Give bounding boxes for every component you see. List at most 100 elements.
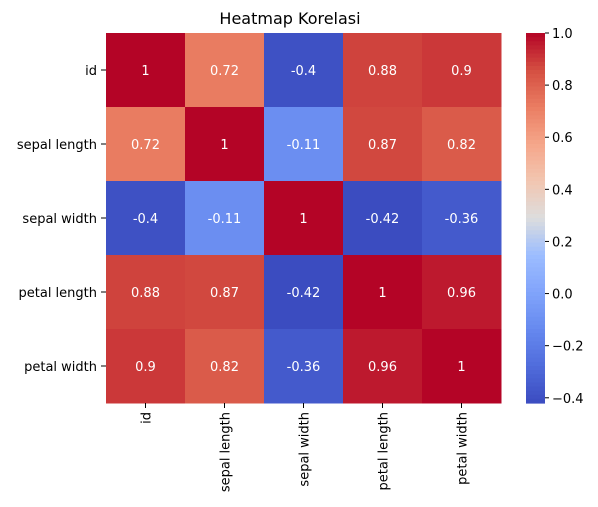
cell-annotation: 0.82: [210, 360, 239, 375]
heatmap-cell: [106, 181, 186, 256]
cell-annotation: 0.87: [368, 138, 397, 153]
colorbar-segment: [526, 345, 545, 351]
colorbar-segment: [526, 102, 545, 108]
colorbar-segment: [526, 61, 545, 67]
y-tick-label: petal length: [19, 286, 98, 301]
colorbar-segment: [526, 275, 545, 281]
colorbar-segment: [526, 189, 545, 194]
colorbar-segment: [526, 164, 545, 170]
colorbar-tick-label: −0.2: [552, 340, 584, 355]
heatmap-cell: [422, 255, 502, 330]
colorbar-segment: [526, 333, 545, 338]
heatmap-cell: [264, 33, 344, 108]
x-tick-label: petal width: [456, 412, 471, 485]
x-tick-label: sepal length: [219, 412, 234, 492]
colorbar-segment: [526, 139, 545, 145]
colorbar-segment: [526, 82, 545, 88]
colorbar-segment: [526, 74, 545, 79]
colorbar-segment: [526, 361, 545, 367]
colorbar-segment: [526, 357, 545, 363]
colorbar-tick-label: 0.6: [552, 131, 573, 146]
cell-annotation: 0.82: [447, 138, 476, 153]
cell-annotation: 0.9: [451, 64, 472, 79]
colorbar-segment: [526, 185, 545, 190]
colorbar-segment: [526, 349, 545, 355]
heatmap-cell: [106, 107, 186, 182]
colorbar-segment: [526, 394, 545, 400]
heatmap-cell: [185, 181, 265, 256]
cell-annotation: 0.9: [135, 360, 156, 375]
colorbar-segment: [526, 65, 545, 71]
colorbar: 1.0 0.8 0.6 0.4 0.2 0.0 −0.2 −0.4: [526, 27, 584, 407]
colorbar-tick-label: −0.4: [552, 392, 584, 407]
cell-annotation: -0.4: [133, 212, 158, 227]
colorbar-segment: [526, 115, 545, 120]
colorbar-segment: [526, 390, 545, 396]
heatmap-cell: [185, 255, 265, 330]
colorbar-segment: [526, 287, 545, 293]
colorbar-segment: [526, 90, 545, 96]
x-tick-label: id: [140, 412, 155, 424]
colorbar-segment: [526, 127, 545, 133]
cell-annotation: 1: [141, 64, 149, 79]
y-tick-label: sepal width: [22, 212, 97, 227]
colorbar-segment: [526, 86, 545, 92]
heatmap-cell: [264, 181, 344, 256]
heatmap-cell: [343, 33, 423, 108]
colorbar-segment: [526, 308, 545, 314]
colorbar-segment: [526, 292, 545, 297]
colorbar-segment: [526, 255, 545, 260]
colorbar-segment: [526, 267, 545, 273]
heatmap-cell: [343, 329, 423, 404]
heatmap-cell: [343, 107, 423, 182]
colorbar-segment: [526, 238, 545, 244]
colorbar-segment: [526, 33, 545, 38]
colorbar-segment: [526, 374, 545, 379]
colorbar-segment: [526, 49, 545, 55]
colorbar-segment: [526, 296, 545, 301]
heatmap-cell: [106, 255, 186, 330]
colorbar-segment: [526, 119, 545, 125]
heatmap-cell: [343, 181, 423, 256]
colorbar-segment: [526, 160, 545, 166]
colorbar-segment: [526, 78, 545, 83]
cell-annotation: 1: [299, 212, 307, 227]
cell-annotation: 0.88: [131, 286, 160, 301]
cell-annotation: -0.11: [208, 212, 242, 227]
colorbar-segment: [526, 230, 545, 236]
cell-annotation: 0.96: [447, 286, 476, 301]
heatmap-cell: [106, 329, 186, 404]
colorbar-segment: [526, 316, 545, 322]
y-tick-label: petal width: [24, 360, 97, 375]
x-tick-label: petal length: [377, 412, 392, 491]
cell-annotation: 0.72: [210, 64, 239, 79]
heatmap-cell: [264, 107, 344, 182]
x-tick-label: sepal width: [298, 412, 313, 487]
cell-annotation: -0.11: [287, 138, 321, 153]
colorbar-segment: [526, 222, 545, 227]
colorbar-segment: [526, 193, 545, 199]
colorbar-tick-label: 0.2: [552, 235, 573, 250]
colorbar-segment: [526, 378, 545, 384]
x-axis-ticks: id sepal length sepal width petal length pet…: [140, 403, 471, 492]
heatmap-cell: [264, 255, 344, 330]
colorbar-segment: [526, 144, 545, 149]
colorbar-segment: [526, 205, 545, 211]
heatmap-cell: [422, 107, 502, 182]
colorbar-segment: [526, 209, 545, 215]
colorbar-segment: [526, 304, 545, 310]
cell-annotation: -0.42: [287, 286, 321, 301]
colorbar-segment: [526, 226, 545, 231]
heatmap-cell: [422, 181, 502, 256]
colorbar-segment: [526, 353, 545, 359]
y-tick-label: sepal length: [17, 138, 97, 153]
colorbar-segment: [526, 148, 545, 153]
colorbar-segment: [526, 131, 545, 137]
heatmap-cell: [343, 255, 423, 330]
colorbar-segment: [526, 181, 545, 186]
colorbar-segment: [526, 45, 545, 51]
cell-annotation: -0.36: [287, 360, 321, 375]
colorbar-segment: [526, 197, 545, 203]
colorbar-segment: [526, 98, 545, 104]
colorbar-segment: [526, 94, 545, 100]
